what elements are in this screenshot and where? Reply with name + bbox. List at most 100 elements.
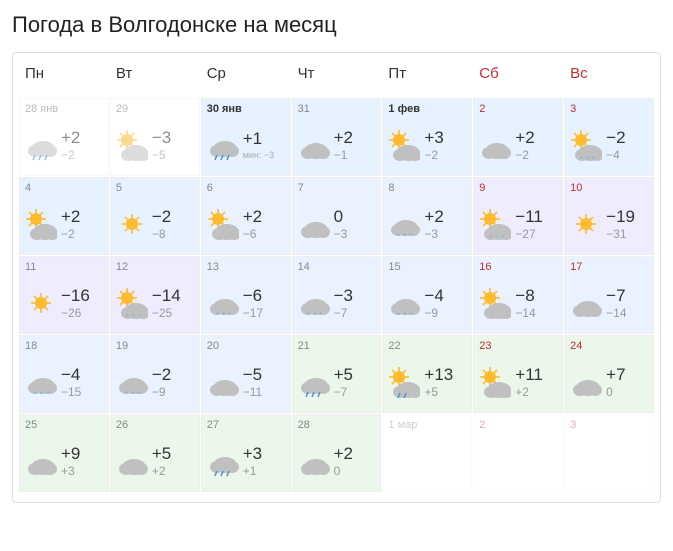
svg-text:*: * bbox=[132, 314, 135, 319]
temps: −8−14 bbox=[515, 286, 535, 321]
day-cell[interactable]: 4+2−2 bbox=[19, 177, 109, 255]
day-cell[interactable]: 3 bbox=[564, 414, 654, 492]
temp-high: −11 bbox=[515, 207, 543, 227]
temp-low: −11 bbox=[243, 385, 262, 399]
day-body: +2−1 bbox=[298, 119, 376, 171]
temp-high: −3 bbox=[334, 286, 353, 306]
temp-high: +2 bbox=[515, 128, 534, 148]
day-date: 30 янв bbox=[207, 103, 285, 117]
day-cell[interactable]: 13***−6−17 bbox=[201, 256, 291, 334]
day-body bbox=[570, 435, 648, 487]
cloud-icon bbox=[25, 445, 57, 477]
day-body: −7−14 bbox=[570, 277, 648, 329]
empty-icon bbox=[388, 445, 420, 477]
day-body: +20 bbox=[298, 435, 376, 487]
svg-text:*: * bbox=[319, 311, 322, 319]
temp-high: +2 bbox=[61, 128, 80, 148]
day-date: 22 bbox=[388, 340, 466, 354]
day-cell[interactable]: 1 фев+3−2 bbox=[382, 98, 472, 176]
day-cell[interactable]: 29−3−5 bbox=[110, 98, 200, 176]
snow-cloud-icon: *** bbox=[388, 208, 420, 240]
day-cell[interactable]: 19***−2−9 bbox=[110, 335, 200, 413]
day-cell[interactable]: 31+2−1 bbox=[292, 98, 382, 176]
day-date: 20 bbox=[207, 340, 285, 354]
day-date: 5 bbox=[116, 182, 194, 196]
temps: −2−4 bbox=[606, 128, 625, 163]
day-cell[interactable]: 28 янв+2−2 bbox=[19, 98, 109, 176]
temp-low: −2 bbox=[61, 227, 75, 241]
day-body: +2−2 bbox=[25, 198, 103, 250]
day-cell[interactable]: 9***−11−27 bbox=[473, 177, 563, 255]
temps: −4−9 bbox=[424, 286, 443, 321]
day-cell[interactable]: 5−2−8 bbox=[110, 177, 200, 255]
day-body: ***−14−25 bbox=[116, 277, 194, 329]
day-date: 13 bbox=[207, 261, 285, 275]
page-title: Погода в Волгодонске на месяц bbox=[12, 12, 661, 38]
temp-high: +2 bbox=[424, 207, 443, 227]
day-cell[interactable]: 21+5−7 bbox=[292, 335, 382, 413]
day-body: +2−2 bbox=[479, 119, 557, 171]
temps: +11+2 bbox=[515, 365, 543, 400]
day-cell[interactable]: 18***−4−15 bbox=[19, 335, 109, 413]
day-cell[interactable]: 27+3+1 bbox=[201, 414, 291, 492]
day-cell[interactable]: 15***−4−9 bbox=[382, 256, 472, 334]
day-date: 25 bbox=[25, 419, 103, 433]
cloud-icon bbox=[116, 445, 148, 477]
temp-high: 0 bbox=[334, 207, 343, 227]
cloud-icon bbox=[298, 129, 330, 161]
temps: +9+3 bbox=[61, 444, 80, 479]
day-cell[interactable]: 28+20 bbox=[292, 414, 382, 492]
empty-icon bbox=[570, 445, 602, 477]
weekday-header: Чт bbox=[292, 61, 382, 92]
day-body: +5+2 bbox=[116, 435, 194, 487]
day-cell[interactable]: 70−3 bbox=[292, 177, 382, 255]
temps: +2−1 bbox=[334, 128, 353, 163]
temp-low: 0 bbox=[334, 464, 341, 478]
day-cell[interactable]: 20 −5−11 bbox=[201, 335, 291, 413]
temp-high: −2 bbox=[606, 128, 625, 148]
temp-low: +3 bbox=[61, 464, 75, 478]
weekday-header: Ср bbox=[201, 61, 291, 92]
day-cell[interactable]: 16−8−14 bbox=[473, 256, 563, 334]
day-body bbox=[388, 435, 466, 487]
day-body: +13+5 bbox=[388, 356, 466, 408]
partly-icon bbox=[479, 287, 511, 319]
day-body: ***−3−7 bbox=[298, 277, 376, 329]
temp-high: +2 bbox=[334, 444, 353, 464]
day-cell[interactable]: 23+11+2 bbox=[473, 335, 563, 413]
temp-high: −4 bbox=[61, 365, 80, 385]
day-cell[interactable]: 8***+2−3 bbox=[382, 177, 472, 255]
svg-text:*: * bbox=[228, 311, 231, 319]
day-cell[interactable]: 2+2−2 bbox=[473, 98, 563, 176]
weekday-header: Вт bbox=[110, 61, 200, 92]
day-cell[interactable]: 25 +9+3 bbox=[19, 414, 109, 492]
temps: −19−31 bbox=[606, 207, 635, 242]
temp-low: −27 bbox=[515, 227, 535, 241]
svg-text:*: * bbox=[409, 232, 412, 240]
svg-text:*: * bbox=[125, 390, 128, 398]
day-cell[interactable]: 2 bbox=[473, 414, 563, 492]
temps: −4−15 bbox=[61, 365, 81, 400]
svg-text:*: * bbox=[586, 156, 589, 161]
day-cell[interactable]: 17−7−14 bbox=[564, 256, 654, 334]
day-body: +5−7 bbox=[298, 356, 376, 408]
sun-rain-icon bbox=[388, 366, 420, 398]
day-cell[interactable]: 1 мар bbox=[382, 414, 472, 492]
day-cell[interactable]: 10 −19−31 bbox=[564, 177, 654, 255]
cloud-icon bbox=[570, 366, 602, 398]
day-cell[interactable]: 30 янв+1мин: −3 bbox=[201, 98, 291, 176]
day-body: −5−11 bbox=[207, 356, 285, 408]
day-cell[interactable]: 14***−3−7 bbox=[292, 256, 382, 334]
day-cell[interactable]: 22 +13+5 bbox=[382, 335, 472, 413]
day-cell[interactable]: 6+2−6 bbox=[201, 177, 291, 255]
temp-low: −3 bbox=[424, 227, 438, 241]
day-cell[interactable]: 12***−14−25 bbox=[110, 256, 200, 334]
day-cell[interactable]: 26+5+2 bbox=[110, 414, 200, 492]
day-cell[interactable]: 3***−2−4 bbox=[564, 98, 654, 176]
snow-cloud-icon: *** bbox=[388, 287, 420, 319]
day-cell[interactable]: 24+70 bbox=[564, 335, 654, 413]
temp-high: −5 bbox=[243, 365, 262, 385]
day-date: 2 bbox=[479, 419, 557, 433]
day-date: 10 bbox=[570, 182, 648, 196]
day-cell[interactable]: 11−16−26 bbox=[19, 256, 109, 334]
